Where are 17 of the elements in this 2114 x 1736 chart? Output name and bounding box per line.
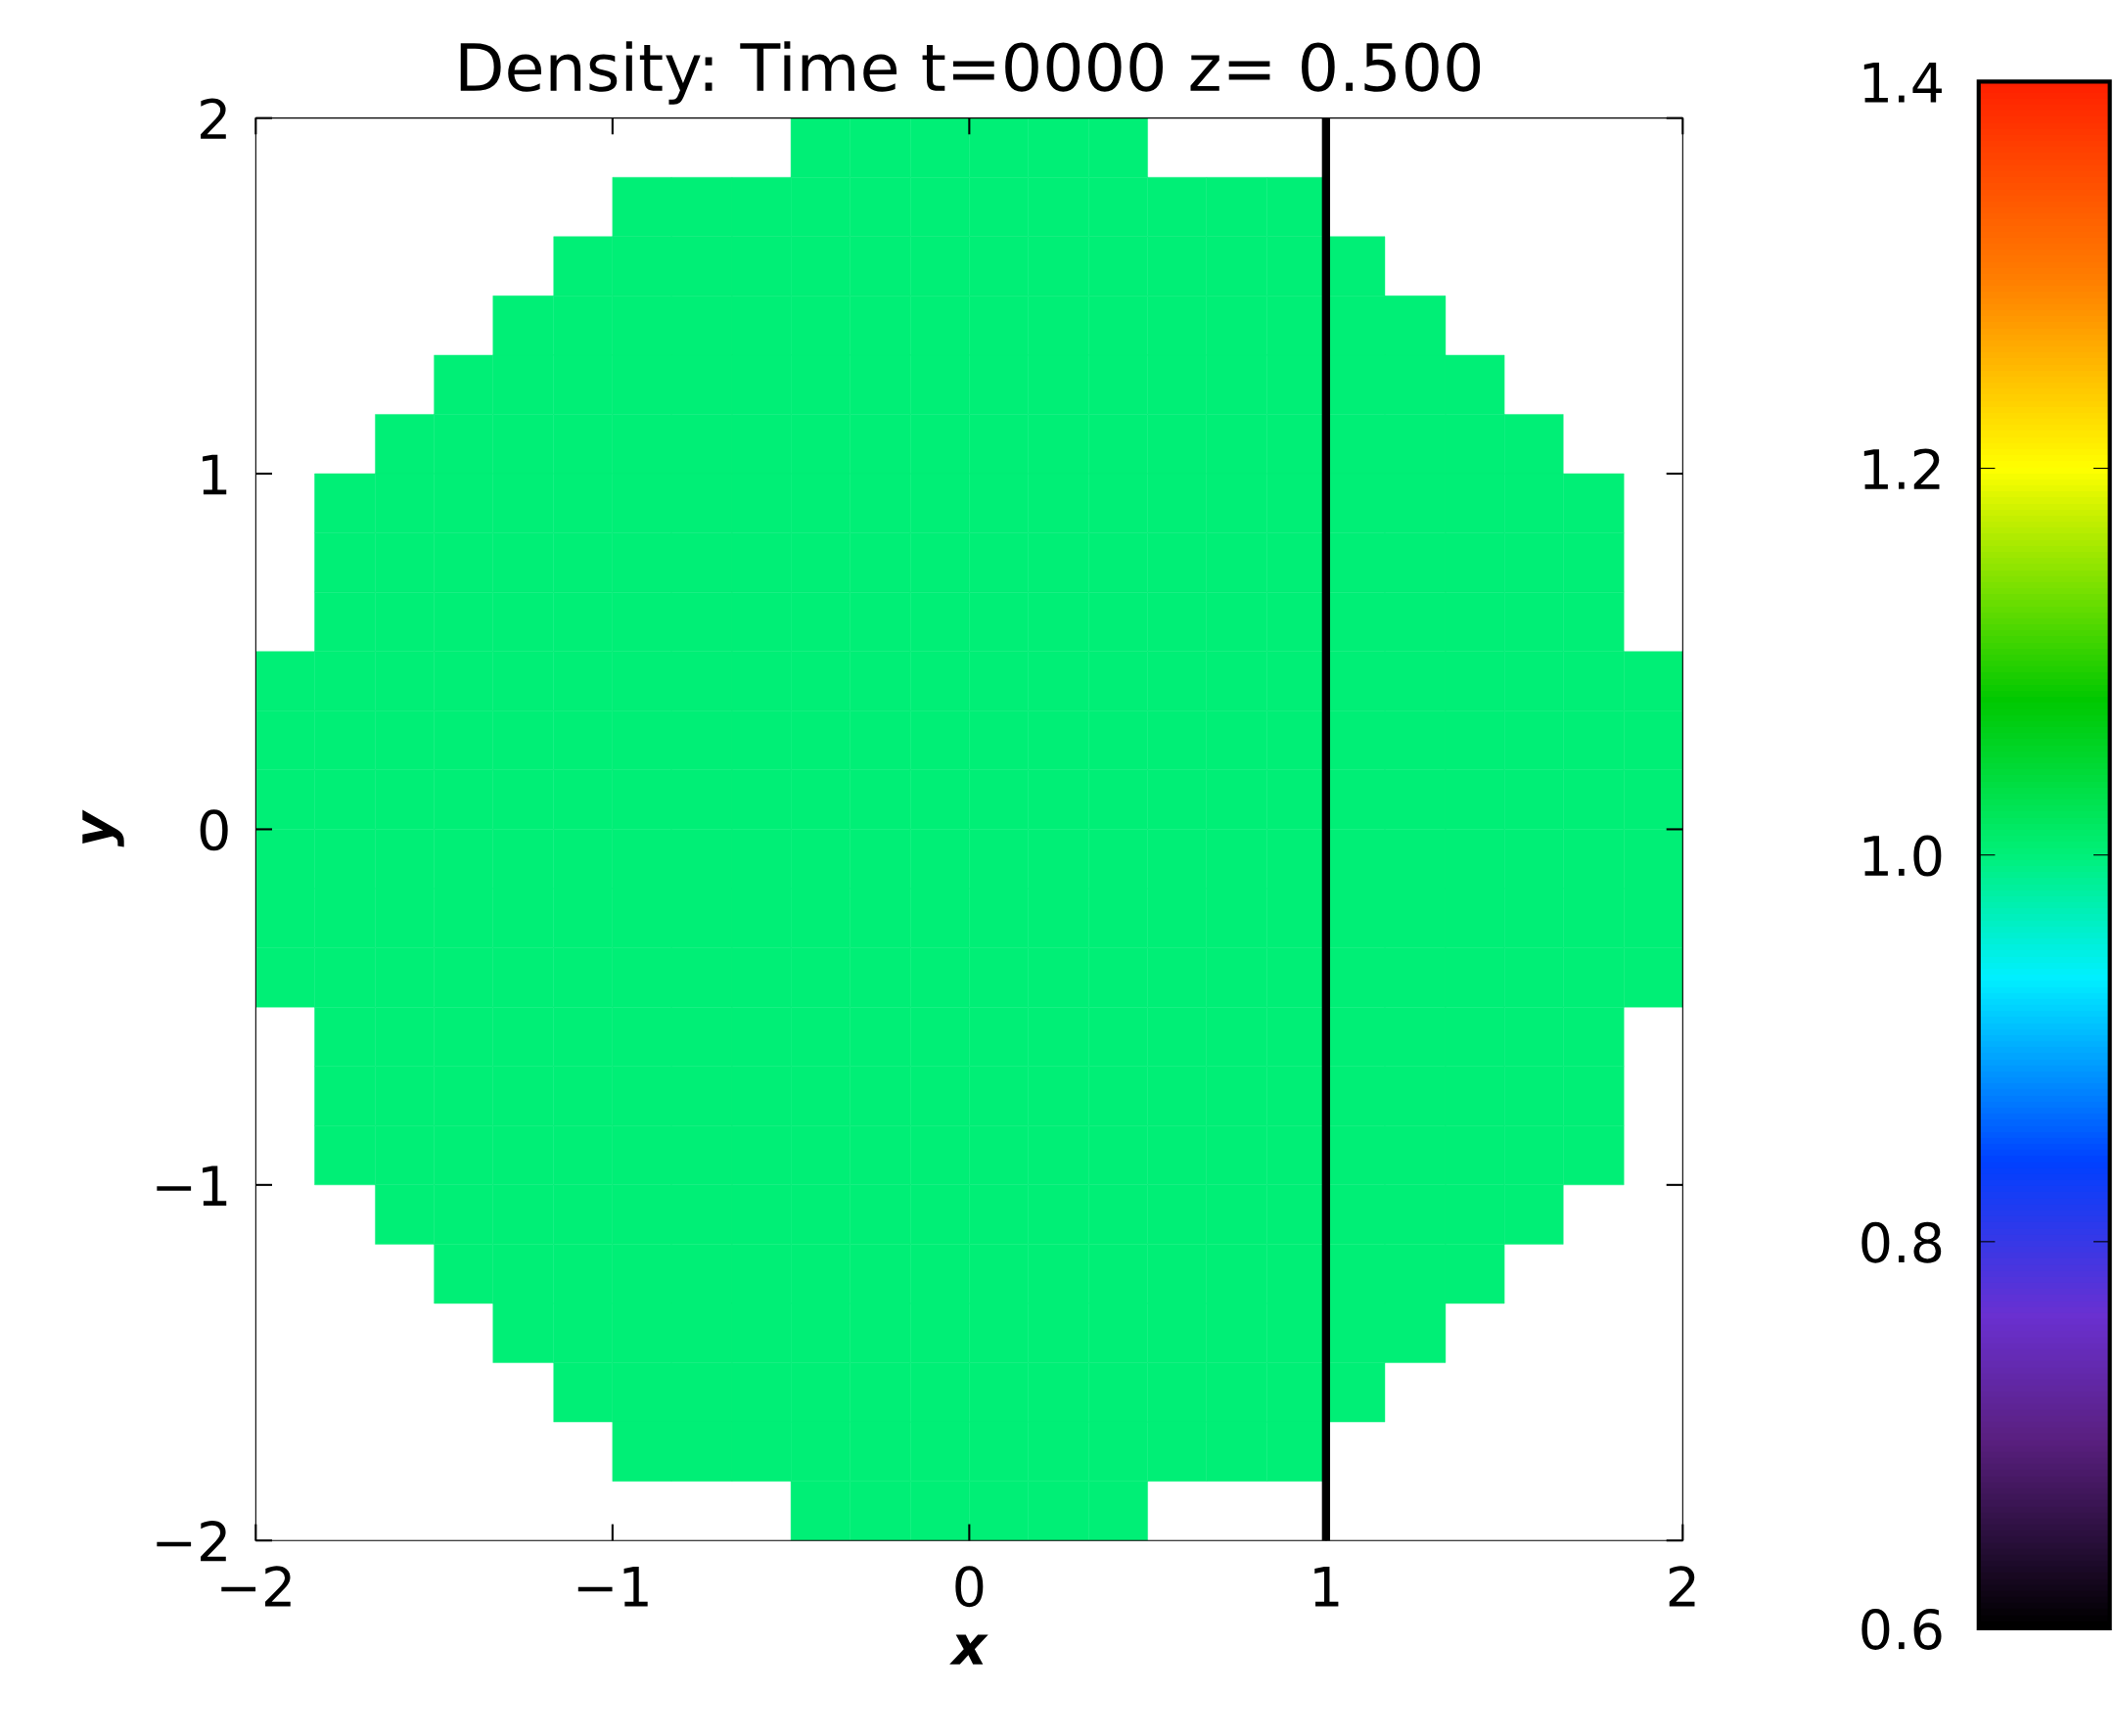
color-bar-label: 1.2	[1863, 448, 1940, 489]
y-axis-title: y	[82, 809, 124, 847]
x-tick-label: 0	[955, 1566, 984, 1608]
color-bar-label: 1.4	[1863, 62, 1942, 103]
chart-title: Density: Time t=0000 z= 0.500	[460, 41, 1481, 105]
color-bar-label: 0.6	[1861, 1608, 1942, 1650]
y-tick-label: −1	[157, 1165, 227, 1206]
y-tick-label: −2	[157, 1521, 226, 1562]
x-axis-title: x	[949, 1634, 988, 1665]
x-tick-label: −1	[577, 1566, 648, 1607]
x-tick-label: 1	[1314, 1566, 1339, 1607]
x-tick-label: 2	[1669, 1566, 1695, 1607]
y-tick-label: 0	[200, 809, 228, 851]
y-tick-label: 1	[203, 454, 227, 495]
color-bar-label: 1.0	[1863, 835, 1942, 877]
color-bar-label: 0.8	[1861, 1221, 1942, 1263]
y-tick-label: 2	[201, 98, 226, 139]
